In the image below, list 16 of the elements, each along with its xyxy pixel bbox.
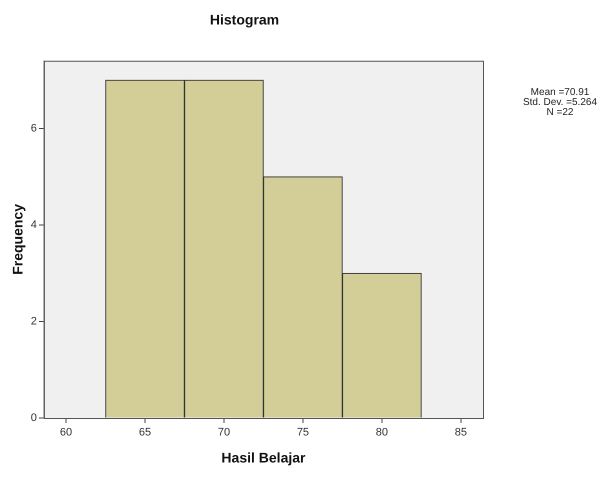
chart-title: Histogram — [210, 11, 280, 28]
text: N =22 — [546, 106, 574, 118]
y-tick-label: 2 — [30, 315, 37, 328]
x-tick-label: 60 — [60, 426, 72, 439]
x-tick-label: 80 — [376, 426, 388, 439]
x-tick-label: 65 — [138, 426, 152, 439]
text: Std. Dev. =5.264 — [522, 96, 598, 108]
x-tick-label: 70 — [218, 426, 230, 439]
y-tick-label: 6 — [30, 122, 37, 134]
text: Mean =70.91 — [530, 86, 590, 98]
x-tick-label: 75 — [296, 426, 310, 439]
y-tick-label: 4 — [30, 218, 37, 231]
x-tick-label: 85 — [454, 426, 468, 439]
y-tick-label: 0 — [30, 412, 37, 424]
x-axis-title: Hasil Belajar — [221, 449, 306, 466]
y-axis-title: Frequency — [9, 204, 26, 275]
